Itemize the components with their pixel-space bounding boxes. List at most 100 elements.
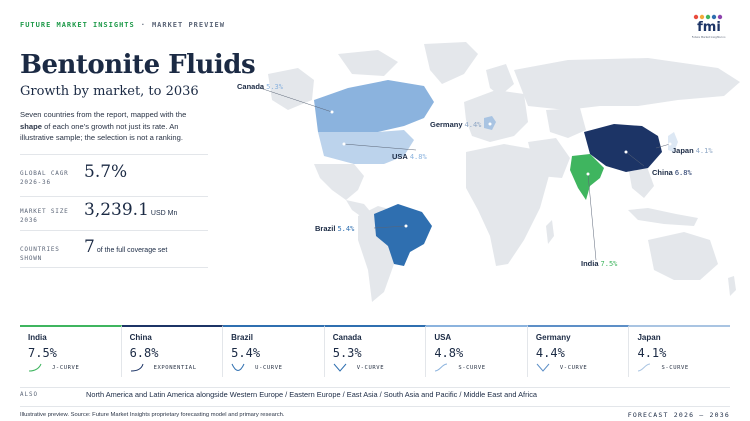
card-value: 4.1% — [637, 346, 667, 360]
country-china — [584, 124, 662, 172]
marker-usa — [342, 142, 346, 146]
logo-tagline: Future Market Insights Inc. — [692, 35, 727, 39]
southeast-asia — [628, 164, 654, 198]
marker-china — [624, 150, 628, 154]
leader-japan — [655, 143, 671, 149]
arctic-islands — [338, 50, 398, 76]
also-regions: North America and Latin America alongsid… — [86, 390, 538, 399]
country-brazil — [374, 204, 432, 266]
page-subtitle: Growth by market, to 2036 — [20, 84, 199, 99]
u-curve-icon — [231, 363, 245, 371]
stat-value: 5.7% — [84, 162, 128, 182]
stat-market-size: MARKET SIZE 2036 3,239.1 USD Mn — [20, 196, 208, 230]
region: North America and Latin America alongsid… — [86, 390, 284, 399]
country-canada — [314, 80, 434, 132]
map-label-india: India 7.5% — [581, 259, 618, 268]
card-name: China — [129, 333, 152, 342]
stat-value: 7 of the full coverage set — [84, 237, 168, 257]
stat-label: MARKET SIZE 2036 — [20, 208, 69, 224]
region: Middle East and Africa — [463, 390, 538, 399]
card-value: 6.8% — [129, 346, 159, 360]
leader-usa — [343, 143, 417, 151]
card-brazil: Brazil 5.4% U-CURVE — [223, 325, 325, 377]
country-cards: India 7.5% J-CURVE China 6.8% EXPONENTIA… — [20, 325, 731, 377]
card-value: 4.8% — [434, 346, 464, 360]
card-india: India 7.5% J-CURVE — [20, 325, 122, 377]
card-japan: Japan 4.1% S-CURVE — [629, 325, 731, 377]
card-value: 5.4% — [231, 346, 261, 360]
card-shape: V-CURVE — [356, 365, 385, 371]
leader-india — [587, 173, 597, 261]
map-label-japan: Japan 4.1% — [672, 146, 713, 155]
card-china: China 6.8% EXPONENTIAL — [121, 325, 224, 377]
description-emphasis: shape — [20, 121, 42, 131]
world-map — [259, 42, 740, 302]
brand-name: FUTURE MARKET INSIGHTS — [20, 21, 135, 29]
also-row: ALSO North America and Latin America alo… — [20, 387, 730, 401]
card-canada: Canada 5.3% V-CURVE — [324, 325, 427, 377]
russia — [514, 58, 740, 110]
s-curve-icon — [638, 363, 651, 372]
fmi-logo: fmi Future Market Insights Inc. — [692, 14, 727, 39]
map-label-brazil: Brazil 5.4% — [315, 224, 355, 233]
j-curve-icon — [28, 363, 42, 372]
section-label: MARKET PREVIEW — [151, 21, 225, 29]
card-shape: EXPONENTIAL — [153, 365, 197, 371]
stat-global-cagr: GLOBAL CAGR 2026-36 5.7% — [20, 154, 208, 196]
v-curve-icon — [333, 363, 347, 372]
region: Eastern Europe — [289, 390, 341, 399]
marker-japan — [668, 142, 672, 146]
stat-label: GLOBAL CAGR 2026-36 — [20, 170, 69, 186]
card-value: 7.5% — [28, 346, 57, 360]
card-shape: U-CURVE — [255, 365, 283, 371]
central-asia — [546, 108, 586, 138]
stat-label: COUNTRIES SHOWN — [20, 246, 60, 262]
new-zealand — [728, 276, 736, 296]
v-curve-icon — [536, 363, 550, 372]
europe — [464, 90, 528, 142]
leader-china — [625, 151, 645, 167]
leader-canada — [259, 87, 333, 113]
country-japan — [668, 132, 678, 152]
forecast-range: FORECAST 2026 – 2036 — [627, 411, 730, 419]
map-label-china: China 6.8% — [652, 168, 692, 177]
card-shape: J-CURVE — [52, 365, 80, 371]
country-india — [570, 154, 604, 200]
source-note: Illustrative preview. Source: Future Mar… — [20, 412, 285, 418]
marker-canada — [330, 110, 334, 114]
stat-unit: of the full coverage set — [96, 247, 168, 254]
alaska — [268, 68, 314, 110]
madagascar — [546, 220, 554, 244]
map-label-usa: USA 4.8% — [392, 152, 427, 161]
stat-value: 3,239.1 USD Mn — [84, 200, 178, 220]
map-label-canada: Canada 5.3% — [237, 82, 283, 91]
card-name: Germany — [535, 333, 571, 342]
footer: Illustrative preview. Source: Future Mar… — [20, 406, 730, 419]
logo-text: fmi — [697, 20, 721, 35]
card-name: Brazil — [231, 333, 253, 342]
card-name: Canada — [332, 333, 362, 342]
stat-countries-shown: COUNTRIES SHOWN 7 of the full coverage set — [20, 230, 208, 268]
region: South Asia and Pacific — [383, 390, 458, 399]
header-separator: · — [140, 21, 146, 29]
stat-unit: USD Mn — [150, 210, 178, 217]
also-label: ALSO — [20, 392, 38, 398]
card-name: India — [28, 333, 47, 342]
greenland — [424, 42, 478, 84]
card-germany: Germany 4.4% V-CURVE — [527, 325, 630, 377]
leader-brazil — [373, 225, 407, 229]
country-usa — [318, 130, 414, 164]
indonesia — [628, 208, 698, 226]
description: Seven countries from the report, mapped … — [20, 110, 187, 142]
region: East Asia — [346, 390, 378, 399]
card-value: 4.4% — [535, 346, 565, 360]
map-label-germany: Germany 4.4% — [430, 120, 482, 129]
scandinavia — [486, 64, 514, 96]
middle-east — [528, 138, 570, 178]
africa — [466, 144, 550, 266]
top-bar: FUTURE MARKET INSIGHTS · MARKET PREVIEW — [20, 21, 225, 29]
card-shape: S-CURVE — [458, 365, 486, 371]
marker-brazil — [404, 224, 408, 228]
card-usa: USA 4.8% S-CURVE — [426, 325, 528, 377]
card-name: Japan — [637, 333, 661, 342]
